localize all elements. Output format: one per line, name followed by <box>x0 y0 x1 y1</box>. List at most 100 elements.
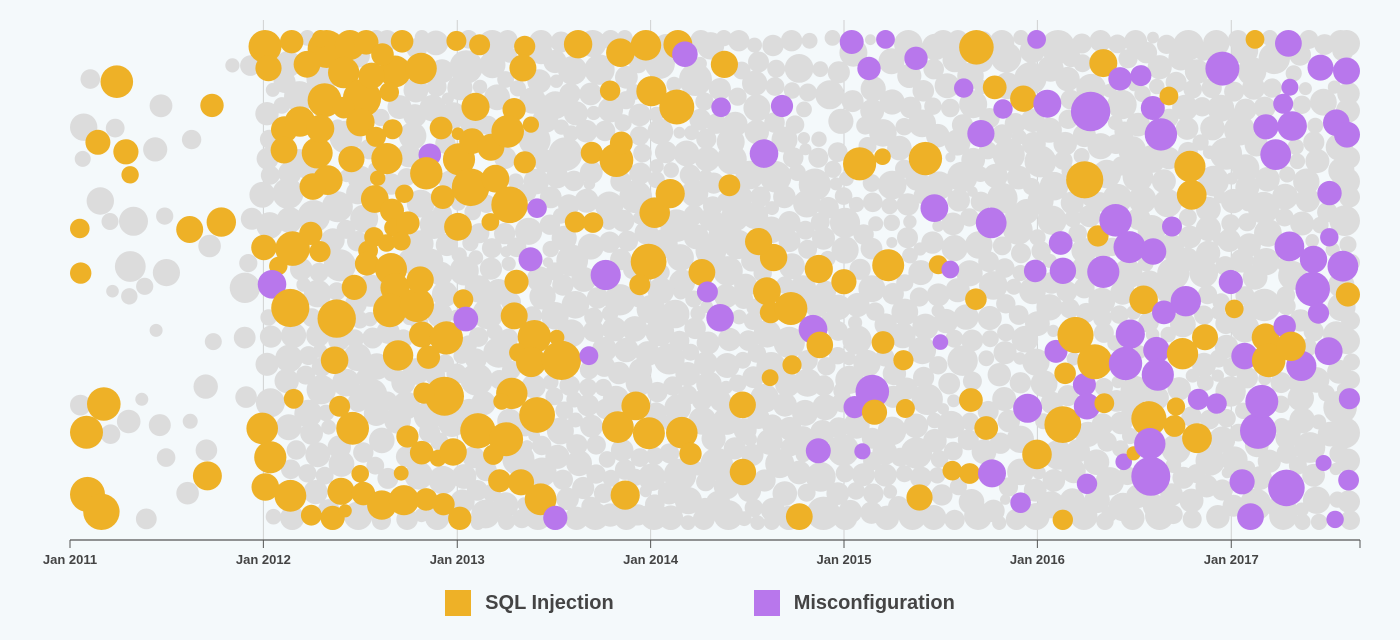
data-bubble[interactable] <box>796 102 812 118</box>
data-bubble[interactable] <box>575 189 599 213</box>
data-bubble[interactable] <box>135 393 148 406</box>
data-bubble[interactable] <box>523 117 539 133</box>
data-bubble[interactable] <box>1317 181 1341 205</box>
data-bubble[interactable] <box>1268 470 1305 507</box>
data-bubble[interactable] <box>300 422 323 445</box>
data-bubble[interactable] <box>1341 311 1360 330</box>
data-bubble[interactable] <box>405 461 433 489</box>
data-bubble[interactable] <box>136 509 157 530</box>
data-bubble[interactable] <box>1326 511 1343 528</box>
data-bubble[interactable] <box>1225 300 1244 319</box>
data-bubble[interactable] <box>1281 79 1298 96</box>
data-bubble[interactable] <box>1050 258 1076 284</box>
data-bubble[interactable] <box>87 187 114 214</box>
data-bubble[interactable] <box>255 55 281 81</box>
data-bubble[interactable] <box>884 215 900 231</box>
data-bubble[interactable] <box>903 215 916 228</box>
data-bubble[interactable] <box>266 509 282 525</box>
data-bubble[interactable] <box>941 261 959 279</box>
data-bubble[interactable] <box>205 333 222 350</box>
data-bubble[interactable] <box>342 275 367 300</box>
data-bubble[interactable] <box>832 236 859 263</box>
data-bubble[interactable] <box>1176 117 1199 140</box>
data-bubble[interactable] <box>106 285 119 298</box>
data-bubble[interactable] <box>469 327 489 347</box>
data-bubble[interactable] <box>602 317 627 342</box>
data-bubble[interactable] <box>1011 243 1031 263</box>
data-bubble[interactable] <box>786 115 805 134</box>
data-bubble[interactable] <box>580 346 599 365</box>
data-bubble[interactable] <box>773 481 798 506</box>
data-bubble[interactable] <box>1094 393 1114 413</box>
data-bubble[interactable] <box>695 146 720 171</box>
data-bubble[interactable] <box>1049 231 1073 255</box>
data-bubble[interactable] <box>453 307 478 332</box>
data-bubble[interactable] <box>1248 289 1280 321</box>
data-bubble[interactable] <box>750 515 765 530</box>
data-bubble[interactable] <box>1289 408 1315 434</box>
data-bubble[interactable] <box>273 178 304 209</box>
data-bubble[interactable] <box>906 484 932 510</box>
data-bubble[interactable] <box>309 241 330 262</box>
data-bubble[interactable] <box>1145 118 1177 150</box>
data-bubble[interactable] <box>628 104 651 127</box>
data-bubble[interactable] <box>359 63 385 89</box>
data-bubble[interactable] <box>863 484 883 504</box>
data-bubble[interactable] <box>336 412 369 445</box>
data-bubble[interactable] <box>351 465 369 483</box>
data-bubble[interactable] <box>762 369 779 386</box>
data-bubble[interactable] <box>789 164 806 181</box>
data-bubble[interactable] <box>473 80 487 94</box>
data-bubble[interactable] <box>254 441 286 473</box>
data-bubble[interactable] <box>1296 188 1320 212</box>
data-bubble[interactable] <box>1242 77 1265 100</box>
data-bubble[interactable] <box>371 43 394 66</box>
data-bubble[interactable] <box>1010 492 1031 513</box>
data-bubble[interactable] <box>842 90 864 112</box>
data-bubble[interactable] <box>391 30 414 53</box>
data-bubble[interactable] <box>87 387 121 421</box>
data-bubble[interactable] <box>121 288 137 304</box>
data-bubble[interactable] <box>1276 332 1305 361</box>
data-bubble[interactable] <box>1340 236 1357 253</box>
data-bubble[interactable] <box>101 424 121 444</box>
data-bubble[interactable] <box>711 51 738 78</box>
data-bubble[interactable] <box>729 392 756 419</box>
data-bubble[interactable] <box>1308 303 1329 324</box>
data-bubble[interactable] <box>143 137 167 161</box>
data-bubble[interactable] <box>543 506 567 530</box>
data-bubble[interactable] <box>945 152 955 162</box>
data-bubble[interactable] <box>183 414 198 429</box>
data-bubble[interactable] <box>564 30 592 58</box>
data-bubble[interactable] <box>843 147 876 180</box>
data-bubble[interactable] <box>1024 260 1047 283</box>
data-bubble[interactable] <box>392 232 411 251</box>
data-bubble[interactable] <box>611 481 640 510</box>
data-bubble[interactable] <box>1338 470 1359 491</box>
data-bubble[interactable] <box>193 461 222 490</box>
data-bubble[interactable] <box>383 340 413 370</box>
data-bubble[interactable] <box>933 334 949 350</box>
data-bubble[interactable] <box>1304 321 1324 341</box>
data-bubble[interactable] <box>1277 111 1307 141</box>
data-bubble[interactable] <box>1240 413 1276 449</box>
data-bubble[interactable] <box>672 41 698 67</box>
data-bubble[interactable] <box>1303 487 1330 514</box>
data-bubble[interactable] <box>150 324 163 337</box>
data-bubble[interactable] <box>679 443 701 465</box>
data-bubble[interactable] <box>239 254 257 272</box>
data-bubble[interactable] <box>275 480 307 512</box>
data-bubble[interactable] <box>1171 286 1201 316</box>
data-bubble[interactable] <box>575 120 598 143</box>
data-bubble[interactable] <box>655 141 677 163</box>
data-bubble[interactable] <box>521 440 533 452</box>
data-bubble[interactable] <box>1192 324 1218 350</box>
data-bubble[interactable] <box>865 34 876 45</box>
data-bubble[interactable] <box>974 416 998 440</box>
data-bubble[interactable] <box>886 237 897 248</box>
data-bubble[interactable] <box>656 179 685 208</box>
data-bubble[interactable] <box>581 142 603 164</box>
data-bubble[interactable] <box>587 435 606 454</box>
data-bubble[interactable] <box>805 255 833 283</box>
data-bubble[interactable] <box>1010 86 1036 112</box>
